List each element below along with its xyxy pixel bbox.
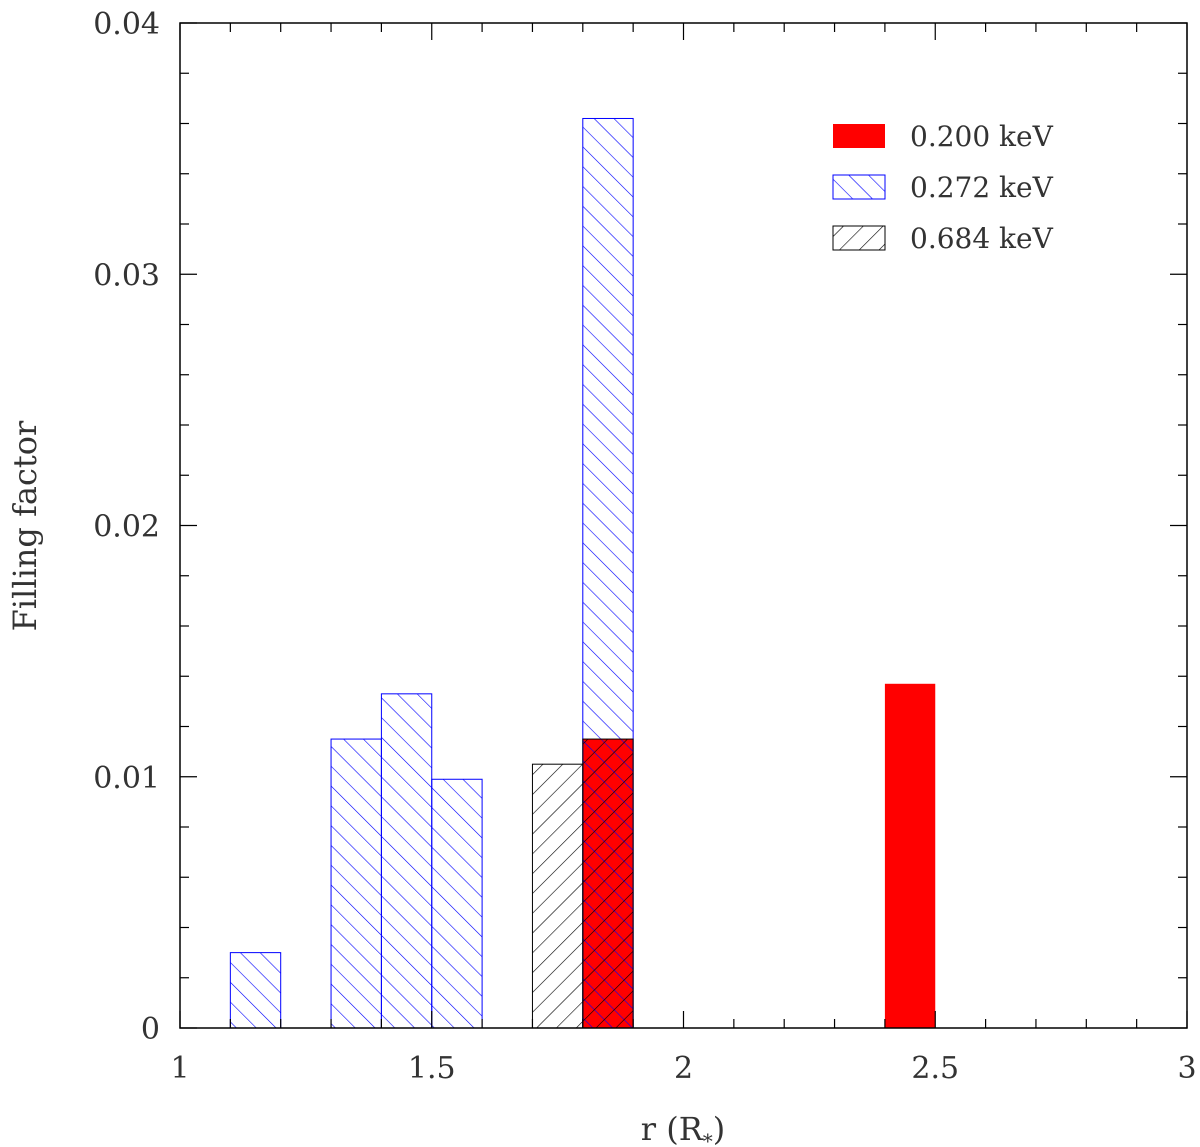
y-axis-title: Filling factor	[6, 420, 44, 631]
plot-frame	[179, 22, 1188, 1029]
x-axis-title-subscript: *	[703, 1129, 713, 1147]
x-axis-title: r (R*)	[641, 1110, 726, 1147]
axis-ticks	[179, 22, 1188, 1029]
x-tick-label: 1.5	[408, 1051, 456, 1086]
x-tick-label: 2.5	[911, 1051, 959, 1086]
y-tick-label: 0	[141, 1012, 160, 1047]
legend-swatch-0-272-kev	[832, 174, 886, 200]
bar-0-272-kev-1-5	[431, 778, 483, 1029]
series-0-684-kev	[531, 738, 634, 1029]
y-tick-label: 0.03	[93, 258, 160, 293]
x-tick-label: 2	[674, 1051, 693, 1086]
legend-label-0-272-kev: 0.272 keV	[910, 171, 1054, 204]
y-tick-label: 0.04	[93, 7, 160, 42]
legend-label-0-200-kev: 0.200 keV	[910, 120, 1054, 153]
series-0-200-kev	[582, 683, 936, 1028]
x-tick-label: 3	[1177, 1051, 1196, 1086]
axis-tick-labels: 1 1.5 2 2.5 3 0 0.01 0.02 0.03 0.04	[93, 7, 1196, 1086]
legend-swatch-0-684-kev	[832, 225, 886, 251]
legend: 0.200 keV 0.272 keV 0.684 keV	[832, 120, 1054, 255]
bar-0-272-kev-1-4	[380, 693, 433, 1029]
bar-0-684-kev-1-8	[582, 738, 634, 1029]
bar-0-272-kev-1-3	[330, 738, 382, 1029]
bar-0-684-kev-1-7	[531, 763, 584, 1029]
plot-bars	[229, 117, 936, 1029]
x-axis-title-main: r (R	[641, 1110, 704, 1147]
legend-label-0-684-kev: 0.684 keV	[910, 222, 1054, 255]
y-tick-label: 0.02	[93, 510, 160, 545]
x-tick-label: 1	[170, 1051, 189, 1086]
legend-swatch-0-200-kev	[833, 124, 885, 148]
x-axis-title-close: )	[713, 1110, 725, 1147]
bar-0-272-kev-1-1	[229, 952, 282, 1029]
bar-0-200-kev-2-4	[884, 683, 936, 1028]
y-tick-label: 0.01	[93, 761, 160, 796]
